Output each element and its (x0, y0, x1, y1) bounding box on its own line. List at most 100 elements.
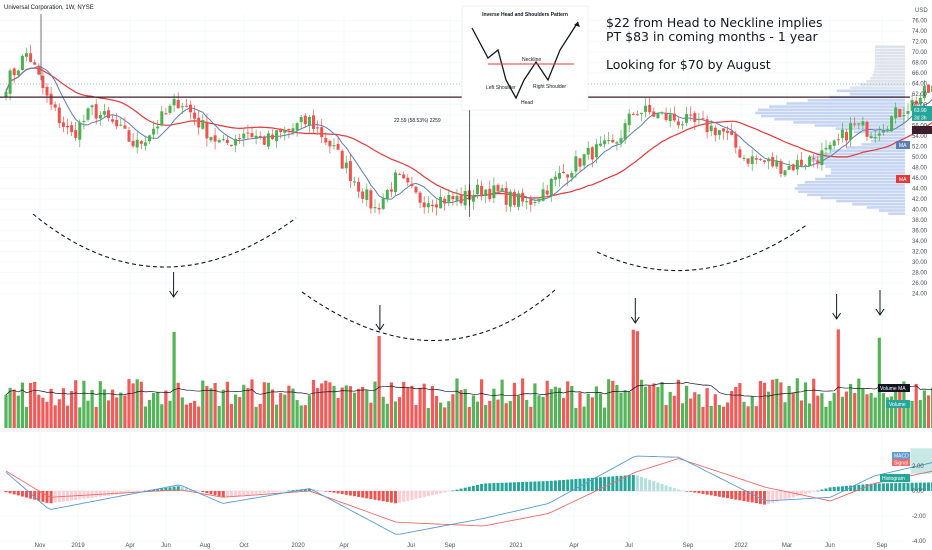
candle-body (340, 150, 344, 169)
macd-hist-bar (172, 486, 176, 491)
candle-body (37, 66, 41, 75)
candle-body (447, 194, 451, 202)
volume-bar (24, 406, 29, 428)
macd-hist-bar (332, 491, 336, 493)
price-tick-label: 52.00 (912, 145, 928, 151)
macd-badge (892, 452, 910, 459)
macd-hist-bar (619, 475, 623, 491)
macd-hist-bar (783, 491, 787, 500)
candle-body (139, 141, 143, 144)
volume-bar (217, 405, 221, 428)
macd-label: MACD (894, 454, 909, 460)
arrow-head-icon (169, 290, 179, 298)
candle-body (701, 118, 705, 120)
candle-body (512, 191, 516, 205)
volume-bar (869, 393, 873, 428)
macd-hist-bar (717, 491, 721, 497)
candle-body (668, 114, 672, 122)
macd-hist-bar (635, 475, 639, 491)
time-tick-label: Jun (161, 543, 171, 549)
time-axis[interactable]: Nov 2019 Apr Jun Aug Oct 2020 Apr Jul Sep 2021 Apr J… (35, 543, 888, 549)
volume-bar (131, 383, 135, 428)
profile-bar (758, 108, 905, 112)
volume-bar (787, 385, 791, 428)
volume-bar (361, 386, 365, 428)
volume-bar (500, 379, 504, 428)
profile-bar (872, 136, 905, 140)
macd-tick-label: -2.00 (912, 514, 926, 520)
price-axis[interactable]: USD 76.00 74.00 72.00 70.00 68.00 66.00 64.00 6… (912, 8, 928, 298)
volume-bar (496, 399, 500, 428)
volume-bar (94, 406, 98, 428)
volume-bar (20, 382, 24, 428)
volume-bar (283, 394, 287, 428)
candle-body (508, 191, 512, 207)
volume-bar (844, 391, 849, 428)
volume-bar (102, 389, 106, 428)
volume-bar (443, 407, 447, 428)
volume-bar (135, 379, 139, 428)
volume-bar (8, 387, 12, 428)
candle-body (918, 97, 922, 105)
profile-bar (874, 64, 905, 67)
macd-hist-bar (328, 491, 332, 492)
signal-badge (892, 459, 910, 466)
profile-bar (874, 54, 905, 58)
candle-body (828, 144, 832, 150)
volume-bar (410, 385, 414, 428)
candle-body (82, 121, 86, 123)
macd-hist-bar (258, 491, 262, 494)
volume-bar (37, 394, 41, 428)
volume-bar (389, 382, 393, 428)
macd-hist-bar (549, 480, 553, 491)
candle-body (685, 114, 689, 123)
volume-bar (193, 400, 197, 428)
macd-hist-bar (279, 491, 283, 492)
histogram-badge (880, 474, 910, 482)
candle-body (541, 189, 545, 201)
macd-hist-bar (238, 491, 242, 496)
macd-hist-bar (262, 491, 266, 494)
macd-hist-bar (266, 491, 270, 493)
candle-body (271, 134, 274, 140)
volume-bar (881, 393, 885, 428)
volume-bar (697, 394, 701, 428)
macd-hist-bar (492, 483, 496, 491)
macd-hist-bar (804, 491, 807, 494)
profile-bar (769, 105, 905, 108)
macd-hist-bar (94, 491, 98, 498)
volume-bar (877, 337, 881, 428)
grid (0, 14, 910, 542)
candle-body (148, 135, 151, 142)
volume-bar (779, 382, 783, 428)
neckline-badge (912, 126, 932, 134)
macd-hist-bar (385, 491, 389, 502)
ma-slow-label: MA (899, 177, 907, 183)
macd-hist-bar (291, 490, 295, 491)
candle-body (53, 104, 57, 108)
volume-bar (582, 406, 586, 428)
macd-hist-bar (98, 491, 102, 497)
profile-bar (808, 155, 905, 159)
candle-body (566, 174, 570, 178)
volume-bar (225, 381, 229, 428)
volume-bar (771, 379, 775, 428)
volume-bar (549, 389, 553, 428)
volume-ma-line (5, 382, 932, 398)
volume-bar (574, 407, 578, 428)
volume-bar (324, 380, 328, 428)
macd-hist-bar (910, 482, 914, 491)
time-tick-label: Jun (825, 543, 835, 549)
volume-bar (828, 401, 832, 428)
macd-hist-bar (763, 491, 766, 505)
volume-bar (463, 389, 467, 428)
candle-body (869, 136, 873, 139)
volume-bar (430, 386, 434, 428)
candle-body (451, 196, 455, 200)
candle-body (328, 140, 332, 147)
volume-bar (213, 382, 217, 428)
macd-axis[interactable]: 2.00 0.00 -2.00 -4.00 (912, 464, 926, 545)
profile-bar (849, 92, 905, 96)
profile-bar (786, 102, 905, 105)
